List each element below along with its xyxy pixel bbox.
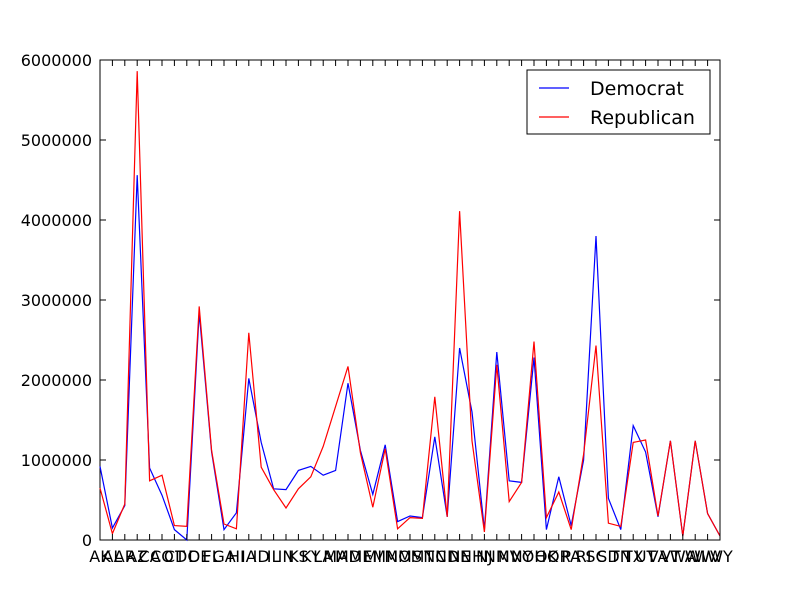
y-tick-label: 3000000: [21, 291, 92, 310]
y-axis: 0 1000000 2000000 3000000 4000000 5000000 6000…: [21, 51, 720, 550]
x-tick-label: WA: [670, 547, 696, 566]
y-tick-label: 5000000: [21, 131, 92, 150]
x-tick-label: TX: [622, 547, 644, 566]
x-tick-label: NH: [460, 547, 484, 566]
x-tick-label: VT: [660, 547, 681, 566]
x-tick-label: CT: [164, 547, 185, 566]
x-tick-label: NE: [449, 547, 471, 566]
x-tick-label: MT: [411, 547, 435, 566]
x-tick-label: SC: [585, 547, 606, 566]
x-axis: AKALARAZCACOCTDCDEFLGAHIIAIDILINKSKYLAMA…: [89, 60, 733, 566]
x-tick-label: AL: [102, 547, 122, 566]
x-tick-label: HI: [228, 547, 245, 566]
x-tick-label: ND: [435, 547, 459, 566]
x-tick-label: DC: [175, 547, 199, 566]
x-tick-label: WV: [694, 547, 721, 566]
x-tick-label: WI: [685, 547, 706, 566]
x-tick-label: VA: [648, 547, 669, 566]
y-tick-label: 4000000: [21, 211, 92, 230]
x-tick-label: TN: [609, 547, 632, 566]
plot-frame: [99, 59, 721, 541]
legend: Democrat Republican: [526, 69, 711, 135]
x-tick-label: NJ: [476, 547, 493, 566]
x-tick-label: MI: [364, 547, 383, 566]
x-tick-label: KS: [288, 547, 309, 566]
y-tick-label: 6000000: [21, 51, 92, 70]
legend-box: [526, 69, 711, 135]
x-tick-label: PA: [561, 547, 581, 566]
x-tick-label: LA: [313, 547, 333, 566]
x-tick-label: FL: [203, 547, 221, 566]
x-tick-label: NC: [423, 547, 446, 566]
legend-label-republican: Republican: [590, 107, 695, 129]
x-tick-label: KY: [301, 547, 321, 566]
x-tick-label: MA: [323, 547, 348, 566]
x-tick-label: GA: [212, 547, 235, 566]
x-tick-label: AR: [114, 547, 136, 566]
series-line-republican: [99, 71, 721, 537]
x-tick-label: MN: [372, 547, 398, 566]
x-tick-label: AK: [89, 547, 111, 566]
x-tick-label: CA: [139, 547, 161, 566]
x-tick-label: WY: [707, 547, 733, 566]
legend-label-democrat: Democrat: [590, 78, 684, 100]
x-tick-label: ID: [253, 547, 270, 566]
x-tick-label: AZ: [126, 547, 148, 566]
x-tick-label: CO: [150, 547, 174, 566]
x-tick-label: RI: [576, 547, 592, 566]
x-tick-label: NM: [484, 547, 510, 566]
x-tick-label: MS: [398, 547, 422, 566]
plot-area: [99, 59, 721, 541]
x-tick-label: MO: [384, 547, 410, 566]
x-tick-label: IA: [241, 547, 257, 566]
x-tick-label: NY: [511, 547, 533, 566]
y-tick-label: 1000000: [21, 451, 92, 470]
x-tick-label: IN: [278, 547, 295, 566]
x-tick-label: NV: [498, 547, 521, 566]
x-tick-label: MD: [335, 547, 361, 566]
x-tick-label: SD: [597, 547, 619, 566]
y-tick-label: 0: [82, 531, 92, 550]
x-tick-label: OR: [547, 547, 571, 566]
x-tick-label: DE: [188, 547, 210, 566]
y-tick-label: 2000000: [21, 371, 92, 390]
x-tick-label: OH: [522, 547, 547, 566]
series-layer: [99, 71, 721, 542]
x-tick-label: ME: [348, 547, 372, 566]
x-tick-label: IL: [267, 547, 281, 566]
x-tick-label: OK: [535, 547, 559, 566]
x-tick-label: UT: [635, 547, 657, 566]
